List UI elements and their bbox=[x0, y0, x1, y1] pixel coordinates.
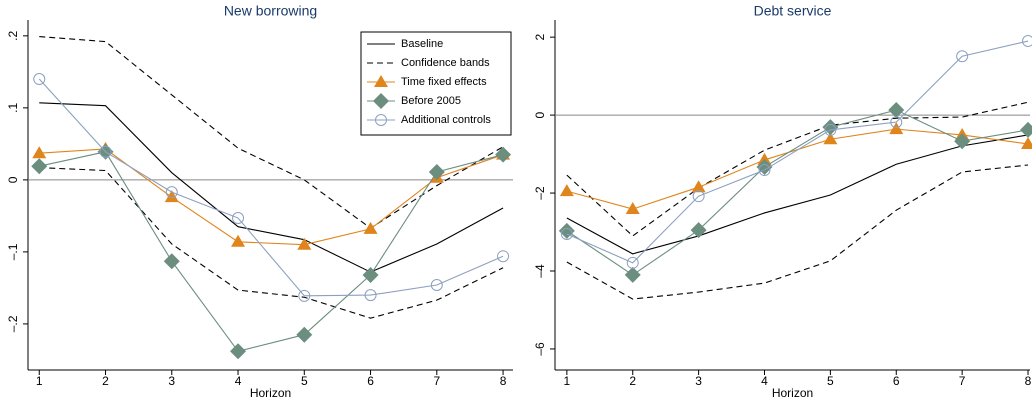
marker-circle bbox=[626, 256, 639, 269]
x-tick-label: 2 bbox=[102, 374, 109, 388]
series-line bbox=[39, 36, 504, 229]
x-tick-label: 3 bbox=[168, 374, 175, 388]
marker-diamond bbox=[362, 266, 379, 283]
marker-triangle bbox=[363, 221, 378, 234]
series-line bbox=[39, 151, 504, 352]
x-tick-label: 1 bbox=[564, 374, 571, 388]
y-tick-label: 0 bbox=[6, 176, 20, 183]
x-tick-label: 6 bbox=[893, 374, 900, 388]
marker-circle bbox=[364, 289, 377, 302]
marker-diamond bbox=[888, 102, 905, 119]
marker-circle bbox=[232, 212, 245, 225]
x-tick-label: 3 bbox=[695, 374, 702, 388]
y-tick-label: –.1 bbox=[6, 243, 20, 260]
x-tick-label: 2 bbox=[629, 374, 636, 388]
marker-triangle bbox=[691, 180, 706, 193]
marker-triangle bbox=[757, 152, 772, 165]
marker-triangle bbox=[823, 132, 838, 145]
marker-circle bbox=[165, 186, 178, 199]
chart-title: New borrowing bbox=[224, 3, 317, 19]
y-tick-label: –.2 bbox=[6, 315, 20, 332]
y-tick-label: –2 bbox=[533, 186, 547, 200]
marker-circle bbox=[99, 145, 112, 158]
marker-circle bbox=[1022, 35, 1032, 48]
marker-diamond bbox=[31, 158, 48, 175]
series-line bbox=[566, 164, 1029, 300]
marker-triangle bbox=[1021, 136, 1032, 149]
x-tick-label: 6 bbox=[367, 374, 374, 388]
y-tick-label: .1 bbox=[6, 103, 20, 113]
series-line bbox=[566, 134, 1029, 255]
series-line bbox=[566, 40, 1029, 264]
x-tick-label: 5 bbox=[827, 374, 834, 388]
x-tick-label: 4 bbox=[235, 374, 242, 388]
marker-circle bbox=[890, 116, 903, 129]
series-line bbox=[38, 78, 504, 297]
marker-triangle bbox=[297, 237, 312, 250]
marker-diamond bbox=[624, 266, 641, 283]
series-line bbox=[39, 148, 504, 246]
marker-diamond bbox=[954, 133, 971, 150]
marker-diamond bbox=[558, 222, 575, 239]
marker-triangle bbox=[164, 190, 179, 203]
marker-circle bbox=[956, 50, 969, 63]
x-tick-label: 4 bbox=[761, 374, 768, 388]
marker-triangle bbox=[889, 122, 904, 135]
marker-circle bbox=[430, 279, 443, 292]
marker-circle bbox=[758, 164, 771, 177]
legend-marker bbox=[374, 75, 388, 87]
series-line bbox=[39, 102, 504, 273]
marker-diamond bbox=[428, 163, 445, 180]
marker-circle bbox=[824, 123, 837, 136]
y-tick-label: –6 bbox=[533, 342, 547, 356]
marker-diamond bbox=[230, 343, 247, 360]
marker-circle bbox=[692, 190, 705, 203]
marker-circle bbox=[298, 289, 311, 302]
legend-marker bbox=[375, 114, 387, 126]
marker-diamond bbox=[822, 119, 839, 136]
marker-diamond bbox=[690, 222, 707, 239]
marker-diamond bbox=[756, 158, 773, 175]
y-tick-label: 0 bbox=[533, 111, 547, 118]
x-tick-label: 1 bbox=[36, 374, 43, 388]
series-line bbox=[39, 167, 504, 319]
y-tick-label: –4 bbox=[533, 264, 547, 278]
legend-label: Before 2005 bbox=[401, 95, 461, 107]
marker-triangle bbox=[625, 202, 640, 215]
legend-label: Baseline bbox=[401, 38, 443, 50]
marker-triangle bbox=[231, 234, 246, 247]
marker-circle bbox=[497, 250, 510, 263]
x-tick-label: 7 bbox=[433, 374, 440, 388]
series-line bbox=[566, 109, 1029, 276]
x-tick-label: 7 bbox=[959, 374, 966, 388]
x-tick-label: 5 bbox=[301, 374, 308, 388]
x-axis-label: Horizon bbox=[772, 386, 813, 400]
marker-diamond bbox=[1020, 121, 1032, 138]
marker-circle bbox=[33, 73, 46, 86]
x-tick-label: 8 bbox=[1025, 374, 1032, 388]
marker-triangle bbox=[32, 146, 47, 159]
x-tick-label: 8 bbox=[500, 374, 507, 388]
marker-diamond bbox=[495, 146, 512, 163]
legend-label: Confidence bands bbox=[401, 57, 490, 69]
marker-diamond bbox=[296, 326, 313, 343]
marker-triangle bbox=[559, 184, 574, 197]
legend-label: Additional controls bbox=[401, 114, 491, 126]
y-tick-label: .2 bbox=[6, 31, 20, 41]
x-axis-label: Horizon bbox=[250, 386, 291, 400]
legend-box bbox=[360, 31, 512, 136]
marker-circle bbox=[560, 227, 573, 240]
y-tick-label: 2 bbox=[533, 33, 547, 40]
legend-marker bbox=[373, 93, 389, 109]
legend-label: Time fixed effects bbox=[401, 76, 487, 88]
series-line bbox=[566, 101, 1029, 237]
marker-diamond bbox=[163, 253, 180, 270]
chart-title: Debt service bbox=[754, 3, 832, 19]
